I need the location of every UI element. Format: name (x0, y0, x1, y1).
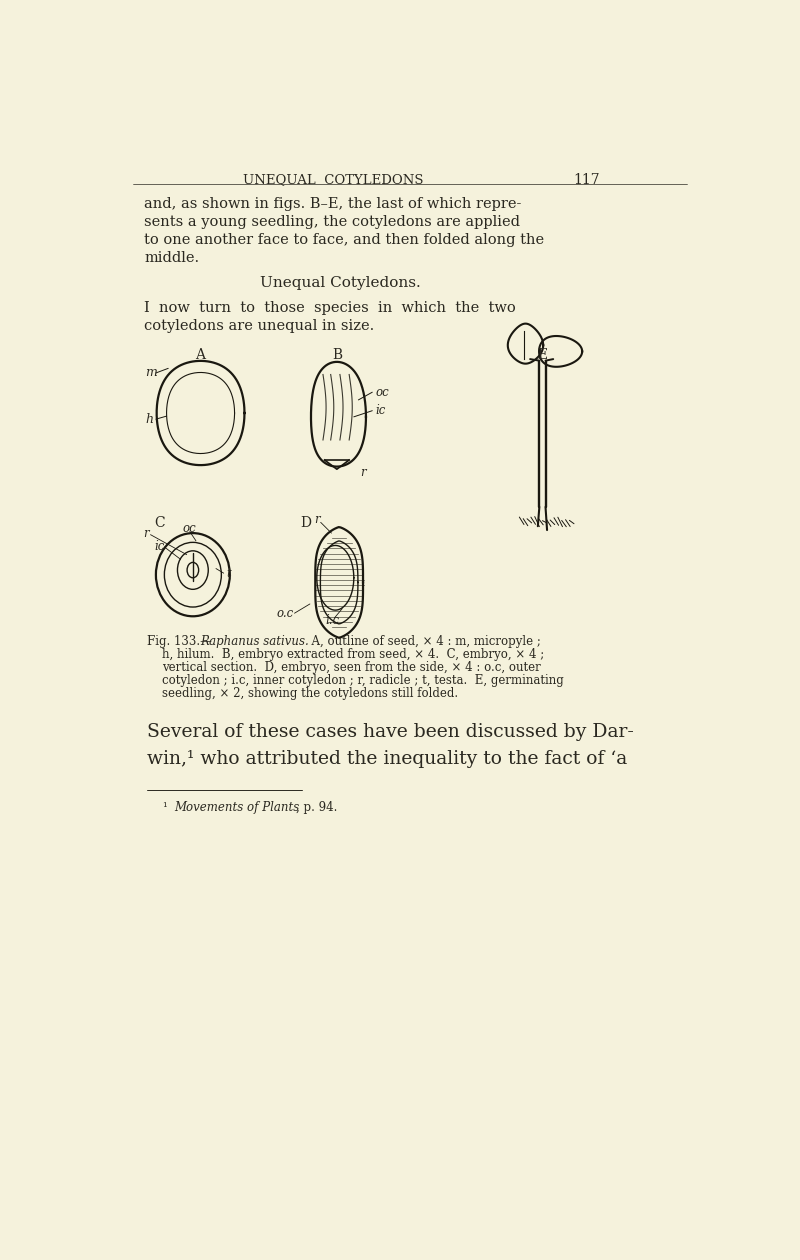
Text: win,¹ who attributed the inequality to the fact of ‘a: win,¹ who attributed the inequality to t… (146, 750, 627, 769)
Text: 117: 117 (574, 173, 601, 186)
Text: and, as shown in figs. B–E, the last of which repre-: and, as shown in figs. B–E, the last of … (144, 198, 522, 212)
Text: , p. 94.: , p. 94. (296, 801, 338, 814)
Text: oc: oc (182, 522, 196, 536)
Text: D: D (301, 517, 312, 530)
Text: cotyledons are unequal in size.: cotyledons are unequal in size. (144, 319, 374, 333)
Text: A: A (195, 348, 206, 362)
Text: sents a young seedling, the cotyledons are applied: sents a young seedling, the cotyledons a… (144, 215, 520, 229)
Text: m: m (145, 367, 157, 379)
Text: cotyledon ; i.c, inner cotyledon ; r, radicle ; t, testa.  E, germinating: cotyledon ; i.c, inner cotyledon ; r, ra… (162, 674, 564, 687)
Text: oc: oc (375, 386, 389, 398)
Text: to one another face to face, and then folded along the: to one another face to face, and then fo… (144, 233, 545, 247)
Text: C: C (154, 517, 165, 530)
Text: E: E (538, 348, 547, 362)
Text: A, outline of seed, × 4 : m, micropyle ;: A, outline of seed, × 4 : m, micropyle ; (304, 635, 541, 648)
Text: ¹: ¹ (162, 801, 167, 814)
Text: Several of these cases have been discussed by Dar-: Several of these cases have been discuss… (146, 722, 634, 741)
Text: Movements of Plants: Movements of Plants (174, 801, 300, 814)
Text: r: r (360, 466, 366, 479)
Text: ic: ic (375, 404, 386, 417)
Text: vertical section.  D, embryo, seen from the side, × 4 : o.c, outer: vertical section. D, embryo, seen from t… (162, 662, 541, 674)
Text: seedling, × 2, showing the cotyledons still folded.: seedling, × 2, showing the cotyledons st… (162, 687, 458, 701)
Text: h: h (145, 413, 153, 426)
Text: UNEQUAL  COTYLEDONS: UNEQUAL COTYLEDONS (242, 173, 423, 185)
Text: Fig. 133.—: Fig. 133.— (146, 635, 211, 648)
Text: o.c: o.c (276, 607, 294, 620)
Text: I  now  turn  to  those  species  in  which  the  two: I now turn to those species in which the… (144, 301, 516, 315)
Text: r: r (143, 527, 149, 539)
Text: Unequal Cotyledons.: Unequal Cotyledons. (260, 276, 421, 290)
Text: Raphanus sativus.: Raphanus sativus. (201, 635, 310, 648)
Text: ic: ic (154, 541, 165, 553)
Text: h, hilum.  B, embryo extracted from seed, × 4.  C, embryo, × 4 ;: h, hilum. B, embryo extracted from seed,… (162, 648, 544, 660)
Text: r: r (314, 513, 320, 525)
Text: i.c: i.c (326, 615, 339, 627)
Text: t: t (226, 567, 231, 580)
Text: middle.: middle. (144, 251, 199, 265)
Text: B: B (332, 348, 342, 362)
